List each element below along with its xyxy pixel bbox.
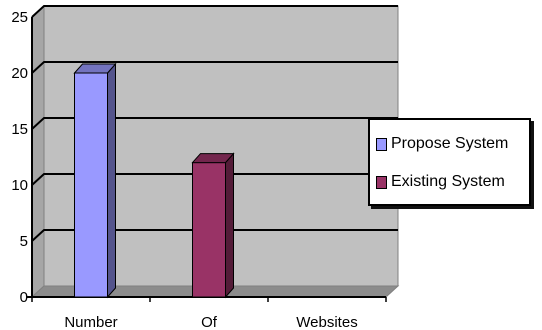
- bar-front-existing-system: [192, 162, 226, 298]
- legend-swatch-propose-system: [376, 137, 387, 151]
- legend: Propose System Existing System: [368, 118, 531, 206]
- bar-side-propose-system: [107, 62, 116, 299]
- gridlines: [31, 5, 398, 242]
- plot-side-wall: [31, 4, 45, 299]
- bar-top-existing-system: [191, 153, 235, 164]
- x-category-labels: Number Of Websites: [64, 314, 357, 330]
- x-category-label-of: Of: [201, 314, 218, 330]
- x-category-label-number: Number: [64, 314, 117, 330]
- legend-item-existing-system: Existing System: [376, 171, 505, 193]
- y-tick-label-0: 0: [20, 289, 28, 306]
- gridline-20: [31, 61, 398, 74]
- gridline-5: [31, 229, 398, 242]
- y-tick-label-5: 5: [20, 233, 28, 250]
- legend-swatch-existing-system: [376, 175, 387, 189]
- y-tick-label-25: 25: [11, 9, 28, 26]
- bar-side-existing-system: [225, 152, 234, 299]
- gridline-10: [31, 173, 398, 186]
- bars: [73, 62, 235, 299]
- y-tick-label-20: 20: [11, 65, 28, 82]
- gridline-25: [31, 5, 398, 18]
- legend-label-existing-system: Existing System: [391, 173, 505, 190]
- y-tick-label-10: 10: [11, 177, 28, 194]
- gridline-15: [31, 117, 398, 130]
- y-tick-label-15: 15: [11, 121, 28, 138]
- bar-top-propose-system: [73, 63, 117, 74]
- x-category-label-websites: Websites: [296, 314, 357, 330]
- legend-item-propose-system: Propose System: [376, 133, 508, 155]
- bar-front-propose-system: [74, 72, 108, 298]
- legend-label-propose-system: Propose System: [391, 135, 509, 152]
- y-tick-labels: 0 5 10 15 20 25: [11, 9, 28, 306]
